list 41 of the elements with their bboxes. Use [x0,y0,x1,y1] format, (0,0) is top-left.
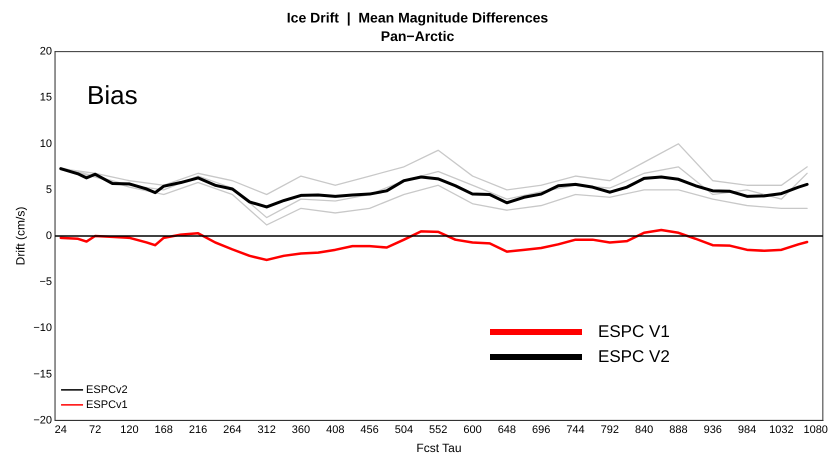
y-axis-title: Drift (cm/s) [14,206,28,266]
chart-subtitle: Pan−Arctic [380,28,454,44]
y-tick-label: 15 [40,92,52,104]
x-tick-label: 120 [120,424,139,436]
x-tick-label: 648 [498,424,516,436]
x-tick-label: 312 [257,424,276,436]
x-tick-label: 408 [326,424,344,436]
annotation: ESPC V2 [598,347,670,367]
x-axis-title: Fcst Tau [416,441,462,456]
x-tick-label: 360 [292,424,310,436]
y-tick-label: 20 [40,46,52,58]
x-tick-label: 744 [566,424,585,436]
x-tick-label: 888 [669,424,688,436]
y-tick-label: 0 [46,230,52,242]
y-tick-label: −5 [40,276,52,288]
chart-title: Ice Drift | Mean Magnitude Differences [286,9,548,26]
x-tick-label: 984 [738,424,756,436]
x-tick-label: 24 [54,424,67,436]
x-tick-label: 840 [634,424,654,436]
x-tick-label: 1032 [769,424,794,436]
y-tick-label: 10 [40,138,52,150]
x-tick-label: 552 [429,424,448,436]
y-tick-label: −20 [33,414,52,426]
x-tick-label: 72 [88,424,102,436]
annotation: Bias [87,80,138,110]
legend-label: ESPCv2 [86,384,128,396]
x-tick-label: 264 [223,424,242,436]
x-tick-label: 504 [394,424,414,436]
x-tick-label: 792 [600,424,619,436]
annotation: ESPC V1 [598,322,670,342]
y-tick-label: −10 [33,322,52,334]
x-tick-label: 936 [704,424,722,436]
x-tick-label: 168 [154,424,173,436]
y-tick-label: −15 [33,368,52,380]
legend-label: ESPCv1 [86,398,128,411]
x-tick-label: 1080 [803,424,828,436]
x-tick-label: 456 [360,424,379,436]
x-tick-label: 216 [188,424,208,436]
x-tick-label: 600 [463,424,482,436]
y-tick-label: 5 [46,184,52,196]
x-tick-label: 696 [532,424,550,436]
